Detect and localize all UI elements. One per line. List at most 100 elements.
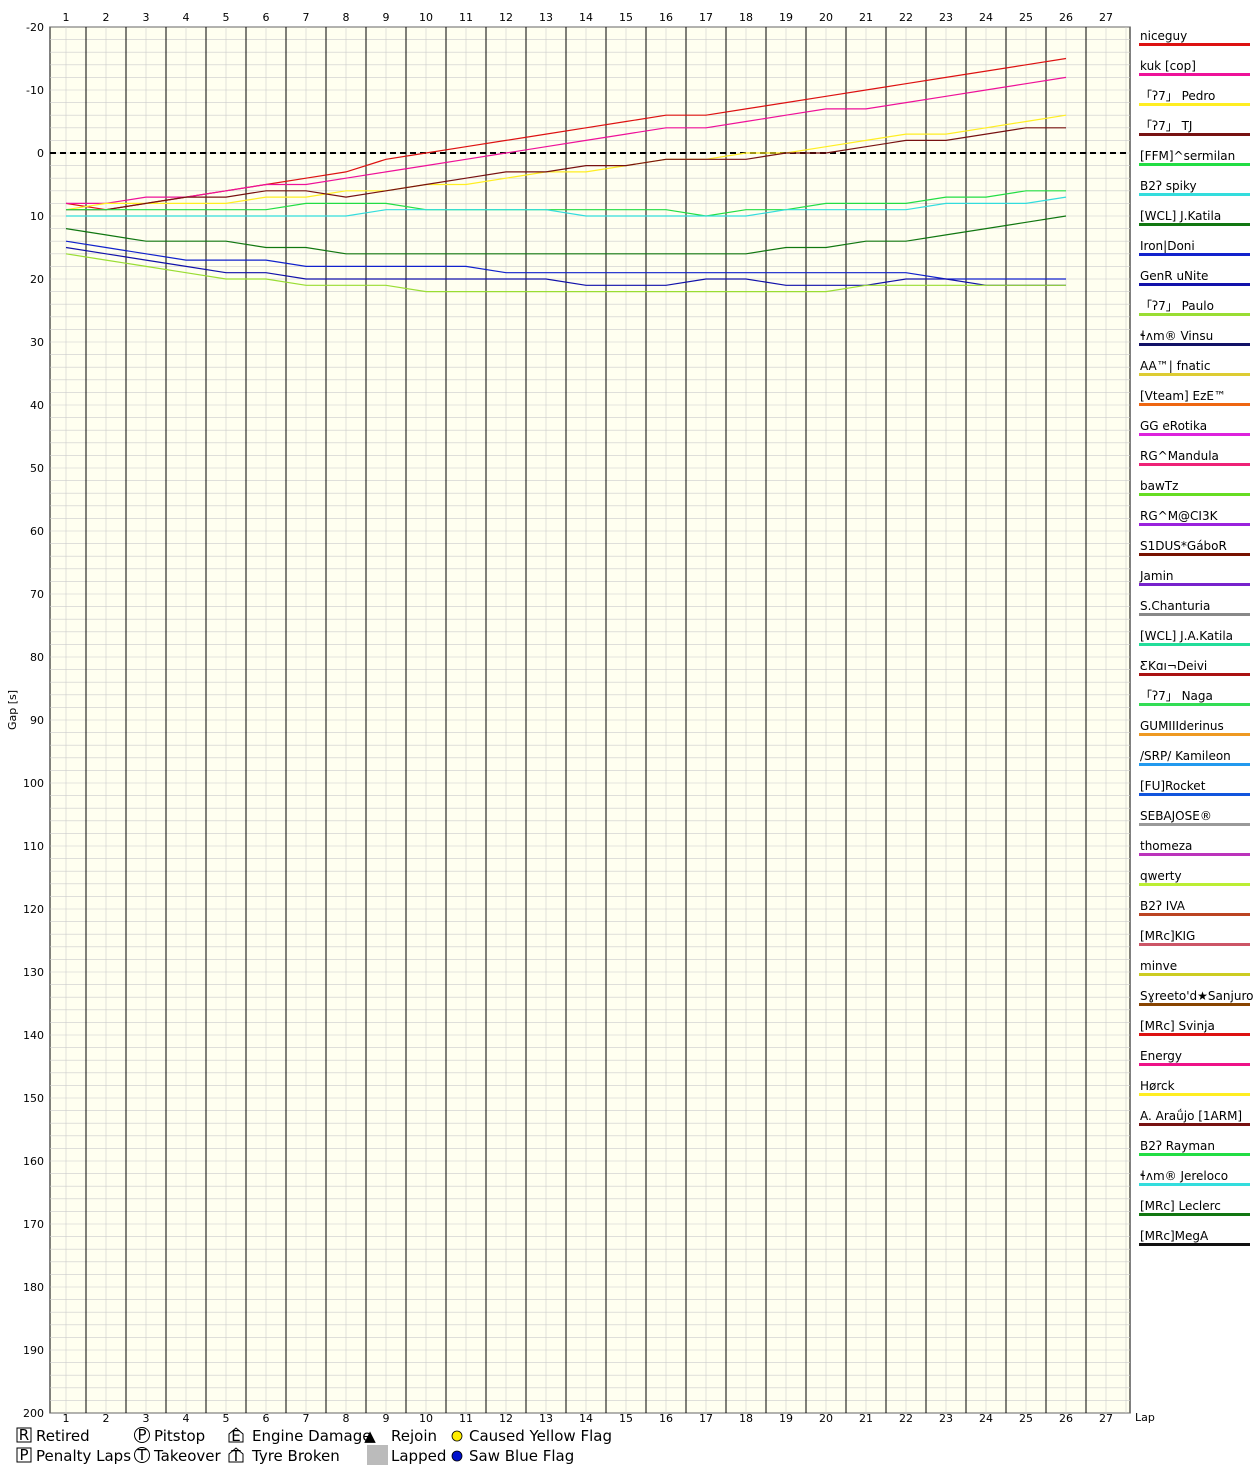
- x-tick-labels-bottom: 1 2 3 4 5 6 7 8 9 10 11 12 13 14 15 16 17 18 19 20 21 22 23 24 2…: [63, 1412, 1114, 1425]
- key-engine-icon: E: [231, 1427, 240, 1445]
- key-engine: E Engine Damage: [228, 1427, 371, 1445]
- legend-label: ɬʌm® Jereloco: [1140, 1169, 1228, 1183]
- x-tick-label: 25: [1019, 1412, 1033, 1425]
- key-yellow-label: Caused Yellow Flag: [469, 1427, 612, 1445]
- x-tick-label: 1: [63, 11, 70, 24]
- legend-label: [MRc] Leclerc: [1140, 1199, 1221, 1213]
- x-tick-label: 17: [699, 1412, 713, 1425]
- legend-label: [MRc]KIG: [1140, 929, 1195, 943]
- x-tick-label: 26: [1059, 1412, 1073, 1425]
- x-tick-label: 27: [1099, 11, 1113, 24]
- x-tick-label: 10: [419, 1412, 433, 1425]
- x-tick-label: 5: [223, 1412, 230, 1425]
- key-retired-label: Retired: [36, 1427, 90, 1445]
- x-tick-label: 25: [1019, 11, 1033, 24]
- legend-swatch: [1139, 103, 1250, 106]
- legend-label: Iron|Doni: [1140, 239, 1195, 253]
- legend-label: Energy: [1140, 1049, 1182, 1063]
- x-tick-label: 17: [699, 11, 713, 24]
- y-tick-label: 60: [30, 525, 44, 538]
- legend-swatch: [1139, 823, 1250, 826]
- x-tick-label: 11: [459, 1412, 473, 1425]
- legend-label: bawTz: [1140, 479, 1178, 493]
- series-line: [65, 215, 1067, 255]
- legend-label: B2ʔ Rayman: [1140, 1139, 1215, 1153]
- y-tick-label: 120: [23, 903, 44, 916]
- legend-swatch: [1139, 1063, 1250, 1066]
- legend-label: B2ʔ spiky: [1140, 179, 1197, 193]
- series-line: [65, 240, 1066, 280]
- x-axis-label: Lap: [1135, 1411, 1155, 1424]
- legend-swatch: [1139, 343, 1250, 346]
- x-tick-label: 10: [419, 11, 433, 24]
- x-tick-label: 6: [263, 1412, 270, 1425]
- y-tick-label: 140: [23, 1029, 44, 1042]
- key-blue-flag: Saw Blue Flag: [451, 1447, 574, 1465]
- legend-label: [Vteam] EzE™: [1140, 389, 1226, 403]
- series-line: [65, 253, 1066, 293]
- y-tick-label: 130: [23, 966, 44, 979]
- x-tick-label: 23: [939, 11, 953, 24]
- legend-swatch: [1139, 463, 1250, 466]
- y-tick-labels: -20 -10 0 10 20 30 40 50 60 70 80 90 100 110 120 130 140…: [23, 21, 44, 1420]
- key-pitstop: P Pitstop: [134, 1426, 205, 1445]
- y-tick-label: 190: [23, 1344, 44, 1357]
- legend-swatch: [1139, 943, 1250, 946]
- legend-label: 「ʔ7」 Paulo: [1140, 299, 1214, 313]
- y-tick-label: 170: [23, 1218, 44, 1231]
- legend-swatch: [1139, 613, 1250, 616]
- legend-label: A. Araǘjo [1ARM]: [1140, 1109, 1242, 1123]
- legend-swatch: [1139, 523, 1250, 526]
- x-tick-label: 20: [819, 1412, 833, 1425]
- legend-label: kuk [cop]: [1140, 59, 1196, 73]
- legend-label: [MRc]MegA: [1140, 1229, 1209, 1243]
- x-tick-label: 4: [183, 1412, 190, 1425]
- legend-swatch: [1139, 1243, 1250, 1246]
- legend: niceguy kuk [cop] 「ʔ7」 Pedro 「ʔ7」 TJ [FFM]^s…: [1139, 29, 1253, 1246]
- x-tick-label: 21: [859, 1412, 873, 1425]
- x-tick-label: 3: [143, 11, 150, 24]
- legend-swatch: [1139, 253, 1250, 256]
- x-tick-label: 22: [899, 11, 913, 24]
- x-tick-label: 8: [343, 1412, 350, 1425]
- x-tick-label: 13: [539, 1412, 553, 1425]
- legend-swatch: [1139, 1183, 1250, 1186]
- y-tick-label: 180: [23, 1281, 44, 1294]
- key-tyre-icon: T: [230, 1447, 241, 1465]
- x-tick-label: 19: [779, 11, 793, 24]
- y-axis-label: Gap [s]: [6, 690, 19, 730]
- x-tick-label: 22: [899, 1412, 913, 1425]
- legend-label: qwerty: [1140, 869, 1182, 883]
- y-tick-label: 150: [23, 1092, 44, 1105]
- x-tick-label: 2: [103, 1412, 110, 1425]
- yellow-flag-icon: [451, 1430, 463, 1442]
- legend-swatch: [1139, 643, 1250, 646]
- legend-swatch: [1139, 913, 1250, 916]
- symbol-key: R Retired P Penalty Laps P Pitstop T Tak…: [16, 1426, 612, 1465]
- x-tick-label: 26: [1059, 11, 1073, 24]
- key-takeover-icon: T: [136, 1446, 147, 1464]
- legend-label: GenR uNite: [1140, 269, 1208, 283]
- legend-label: 「ʔ7」 TJ: [1140, 119, 1192, 133]
- x-tick-labels-top: 1 2 3 4 5 6 7 8 9 10 11 12 13 14 15 16 17 18 19 20 21 22 23 24 2…: [63, 11, 1114, 24]
- legend-label: AA™| fnatic: [1140, 359, 1210, 373]
- key-lapped-label: Lapped: [391, 1447, 446, 1465]
- y-tick-label: 90: [30, 714, 44, 727]
- legend-label: ɬʌm® Vinsu: [1140, 329, 1213, 343]
- legend-swatch: [1139, 973, 1250, 976]
- series-line: [66, 76, 1067, 204]
- lapped-swatch: [367, 1445, 388, 1465]
- x-tick-label: 23: [939, 1412, 953, 1425]
- x-tick-label: 2: [103, 11, 110, 24]
- legend-swatch: [1139, 283, 1250, 286]
- x-tick-label: 19: [779, 1412, 793, 1425]
- x-tick-label: 3: [143, 1412, 150, 1425]
- blue-flag-icon: [451, 1450, 463, 1462]
- legend-label: SEBAJOSE®: [1140, 809, 1212, 823]
- y-tick-label: 200: [23, 1407, 44, 1420]
- x-tick-label: 9: [383, 1412, 390, 1425]
- legend-swatch: [1139, 373, 1250, 376]
- y-tick-label: 20: [30, 273, 44, 286]
- y-tick-label: 100: [23, 777, 44, 790]
- series-line: [66, 196, 1067, 217]
